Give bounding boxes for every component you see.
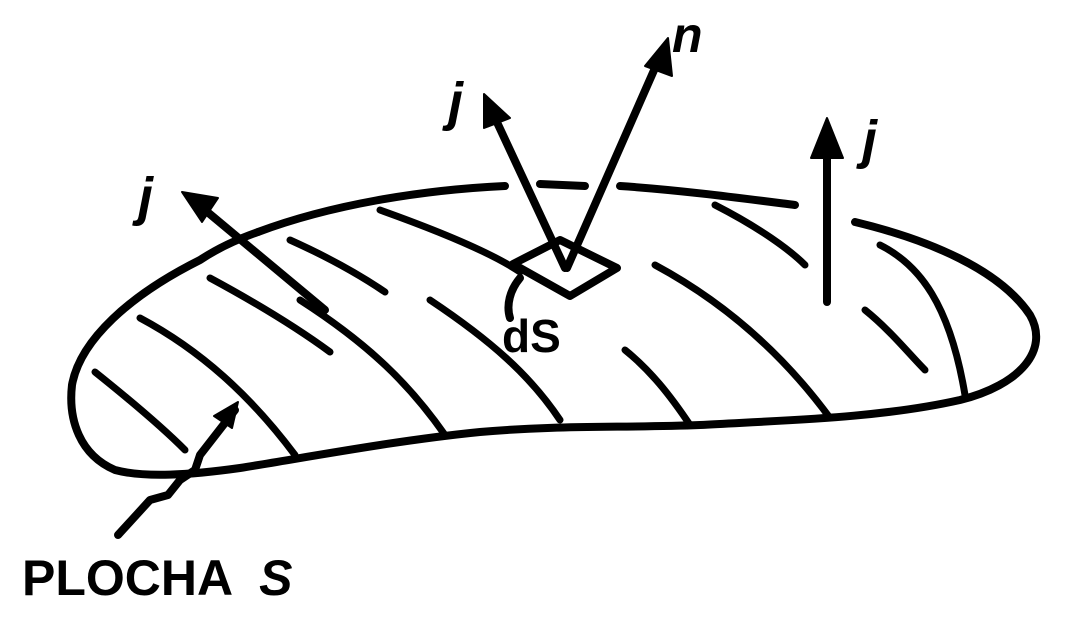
surface-outline-right-lobe [67,218,1041,479]
hatch-line [861,306,929,374]
hatch-line [206,274,334,356]
surface-outline [67,180,1041,479]
hatch-line [651,261,834,422]
hatch-line [91,368,189,454]
hatch-line [136,314,299,459]
hatch-line [426,296,564,424]
vector-j-center-label: j [442,72,464,132]
surface-outline-top-dash [536,180,589,190]
surface-label-word: PLOCHA [22,550,232,606]
vector-j-right-label: j [856,110,878,170]
vector-j-left-label: j [132,167,154,227]
surface-outline-top-right [616,182,799,209]
hatch-line [296,296,449,439]
vector-n [563,37,673,272]
hatch-line [621,346,694,429]
surface-hatching [91,201,969,459]
hatch-line [286,236,389,296]
vector-j-left [181,191,329,314]
hatch-line [876,241,969,399]
area-element-pointer [504,274,524,322]
surface-label: PLOCHA S [22,550,293,606]
area-element-label: dS [502,310,561,362]
vector-n-label: n [672,7,703,63]
hatch-line [376,206,524,276]
surface-label-leader [114,401,239,539]
vector-j-right [810,117,844,306]
surface-outline-main [254,182,509,236]
hatch-line [711,201,809,269]
area-element-ds [504,236,621,322]
surface-label-symbol: S [259,550,292,606]
